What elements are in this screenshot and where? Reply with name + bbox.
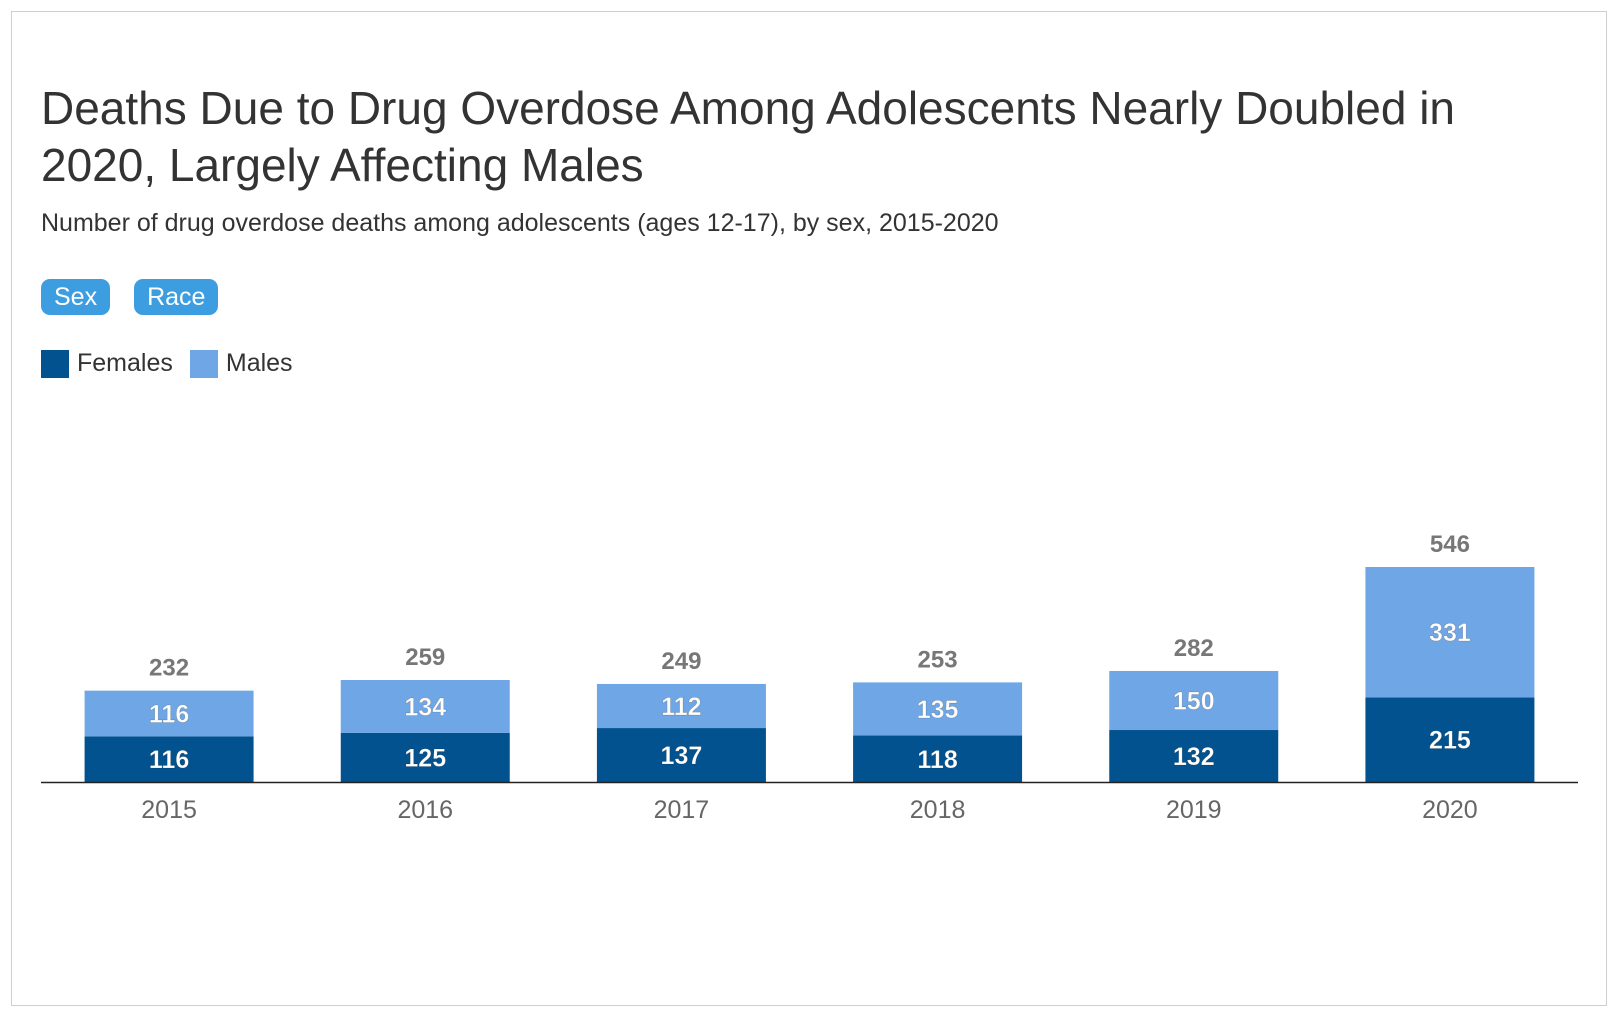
bar-males-2017[interactable]: [596, 683, 766, 729]
bar-females-2019[interactable]: [1109, 730, 1279, 782]
total-label-2019: 282: [1174, 635, 1214, 662]
chart-frame: [11, 11, 1607, 1006]
view-tabs: Sex Race: [41, 279, 219, 315]
x-tick-label-2016: 2016: [397, 796, 453, 824]
bar-group-2017: 137 112 249 2017: [596, 648, 766, 824]
bar-males-2020[interactable]: [1365, 567, 1535, 698]
bar-females-2017[interactable]: [596, 728, 766, 782]
data-label-males-2017: 112: [661, 693, 701, 721]
bar-females-2020[interactable]: [1365, 697, 1535, 782]
data-label-females-2016: 125: [404, 744, 446, 772]
tab-sex[interactable]: Sex: [41, 279, 111, 315]
data-label-females-2018: 118: [917, 746, 957, 774]
bar-group-2018: 118 135 253 2018: [853, 646, 1023, 824]
data-label-males-2020: 331: [1429, 619, 1471, 647]
x-tick-label-2017: 2017: [654, 796, 710, 824]
tab-race[interactable]: Race: [134, 279, 219, 315]
data-label-females-2017: 137: [661, 742, 703, 770]
legend-swatch-males: [189, 349, 218, 378]
bar-group-2015: 116 116 232 2015: [84, 655, 254, 824]
bar-group-2019: 132 150 282 2019: [1109, 635, 1279, 824]
page-title: Deaths Due to Drug Overdose Among Adoles…: [41, 82, 1456, 191]
x-tick-label-2018: 2018: [910, 796, 966, 824]
legend-label-females: Females: [77, 349, 173, 377]
bar-group-2016: 125 134 259 2016: [340, 644, 510, 824]
bar-females-2015[interactable]: [84, 736, 254, 782]
bar-males-2019[interactable]: [1109, 670, 1279, 731]
x-tick-label-2019: 2019: [1166, 796, 1222, 824]
x-tick-label-2015: 2015: [141, 796, 197, 824]
x-tick-label-2020: 2020: [1422, 796, 1478, 824]
chart-legend: Females Males: [41, 349, 310, 378]
bar-males-2015[interactable]: [84, 690, 254, 737]
data-label-females-2015: 116: [149, 746, 189, 774]
data-label-females-2020: 215: [1429, 727, 1471, 755]
page-subtitle: Number of drug overdose deaths among ado…: [41, 209, 999, 237]
data-label-males-2019: 150: [1173, 687, 1215, 715]
data-label-males-2015: 116: [149, 700, 189, 728]
total-label-2016: 259: [405, 644, 445, 671]
data-label-males-2016: 134: [404, 693, 446, 721]
bar-males-2018[interactable]: [853, 682, 1023, 736]
bar-females-2018[interactable]: [853, 735, 1023, 782]
data-label-males-2018: 135: [917, 696, 959, 724]
legend-item-males[interactable]: Males: [189, 349, 293, 378]
total-label-2015: 232: [149, 655, 189, 682]
bar-group-2020: 215 331 546 2020: [1365, 531, 1535, 824]
legend-label-males: Males: [225, 349, 293, 377]
legend-swatch-females: [41, 349, 69, 378]
bar-males-2016[interactable]: [340, 680, 510, 733]
total-label-2018: 253: [918, 646, 958, 673]
bar-females-2016[interactable]: [340, 732, 510, 782]
legend-item-females[interactable]: Females: [41, 349, 173, 378]
total-label-2020: 546: [1430, 531, 1470, 558]
total-label-2017: 249: [661, 648, 701, 675]
data-label-females-2019: 132: [1173, 743, 1215, 771]
